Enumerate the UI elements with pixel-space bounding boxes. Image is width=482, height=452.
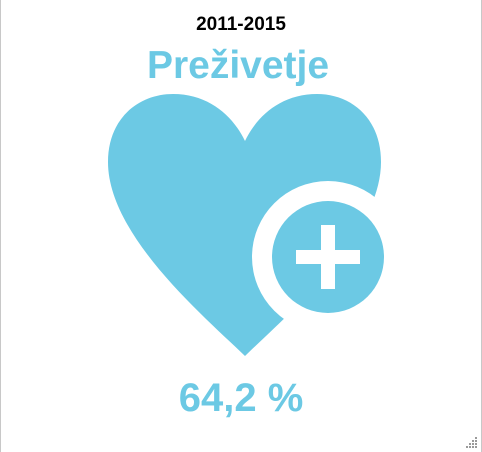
heart-icon [108, 94, 381, 356]
panel-title: Preživetje [146, 44, 330, 87]
survival-value: 64,2 % [178, 376, 304, 420]
resize-grip-icon[interactable] [464, 435, 478, 449]
plus-circle-icon [252, 181, 404, 333]
period-label: 2011-2015 [196, 14, 286, 35]
